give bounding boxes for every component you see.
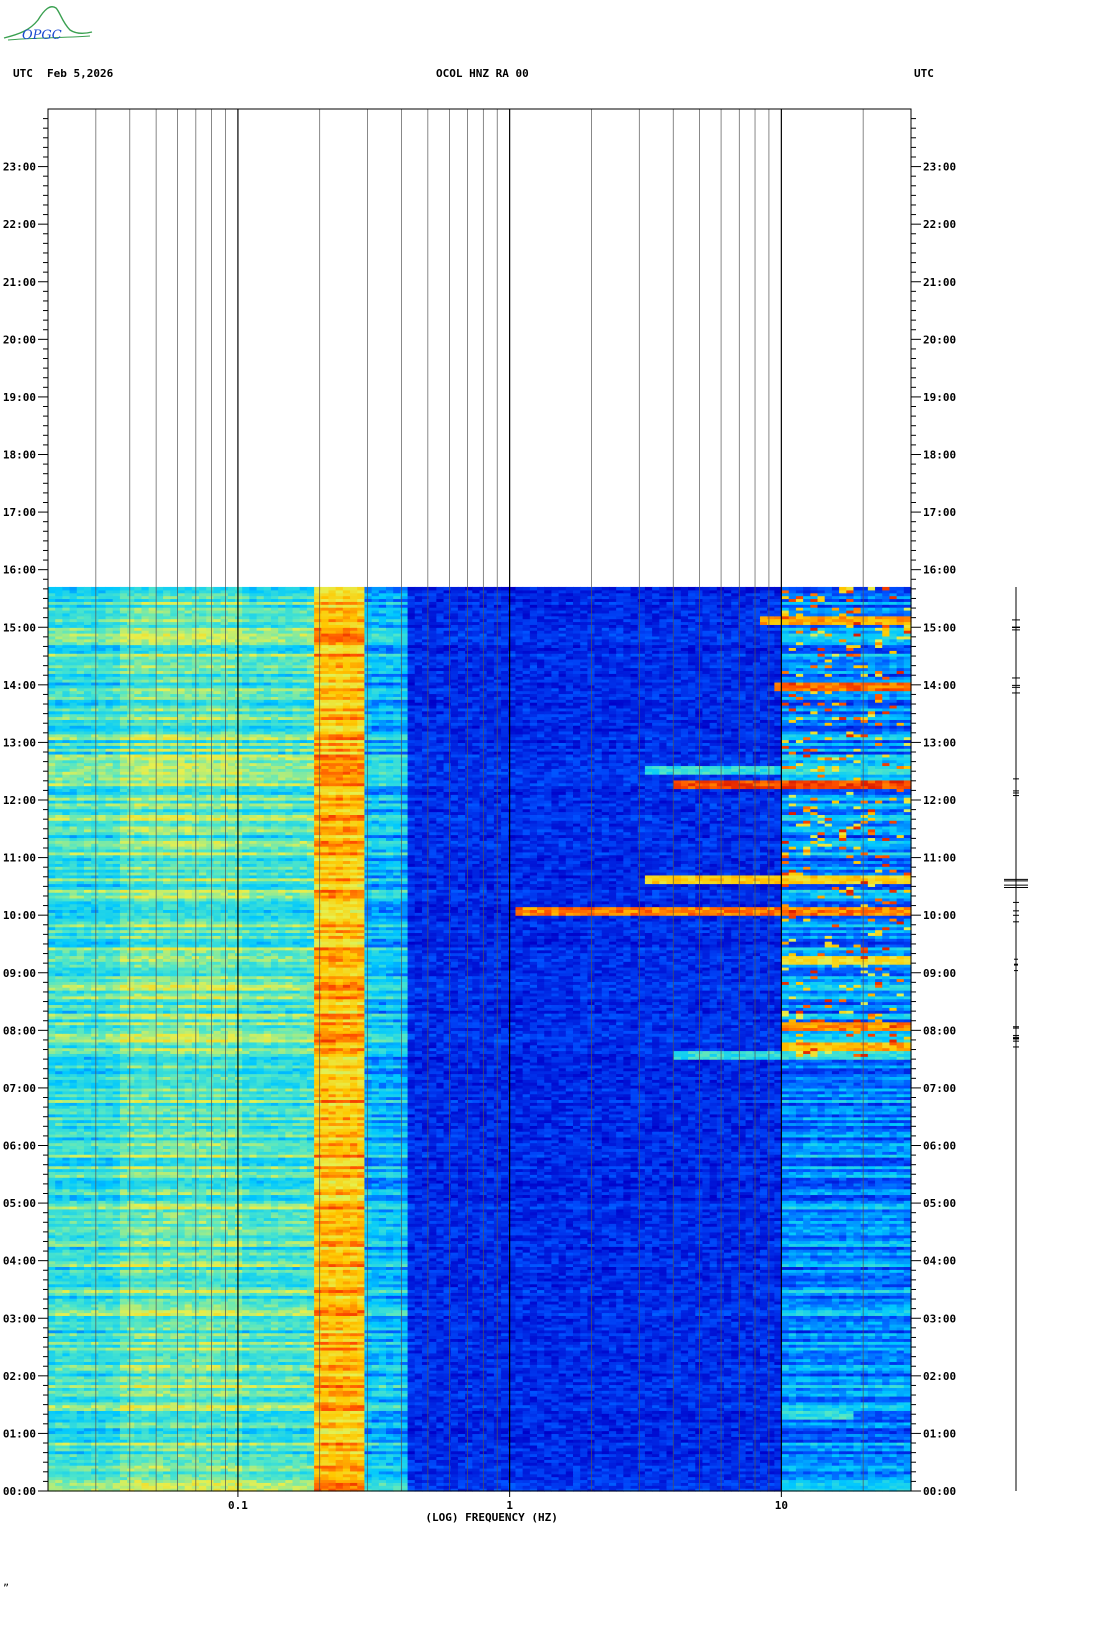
spectrogram-chart: 00:00 00:0001:00 01:0002:00 02:0003:00 03:00… [0,0,1102,1634]
